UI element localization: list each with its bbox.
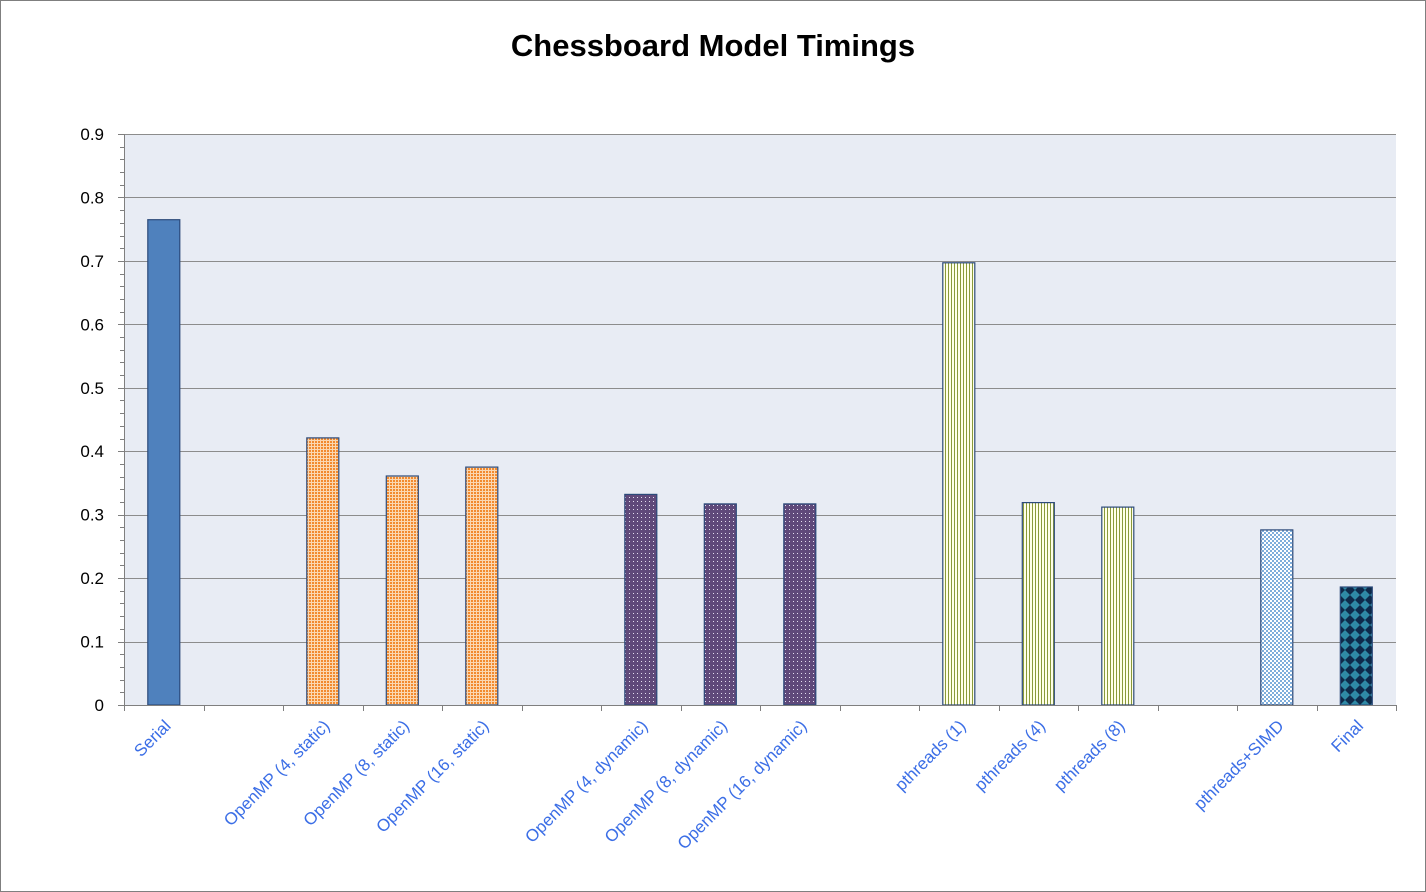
x-tick-label: pthreads+SIMD [1190, 716, 1287, 813]
y-tick-label: 0.6 [80, 315, 104, 334]
x-axis-labels: Serial OpenMP (4, static)OpenMP (8, stati… [130, 716, 1367, 853]
x-tick-label: Final [1328, 716, 1367, 755]
y-tick-label: 0.9 [80, 125, 104, 144]
x-tick-label: pthreads (1) [891, 716, 969, 794]
y-tick-label: 0.5 [80, 379, 104, 398]
y-tick-label: 0.8 [80, 188, 104, 207]
bar-serial [147, 219, 181, 706]
bar-final [1339, 586, 1373, 706]
bar-openmp-8-static [385, 475, 419, 706]
bar-openmp-4-dynamic [624, 493, 658, 706]
y-tick-label: 0.1 [80, 633, 104, 652]
x-tick-label: OpenMP (16, dynamic) [674, 716, 811, 853]
y-axis-labels: 0 0.1 0.2 0.3 0.4 0.5 0.6 0.7 0.8 0.9 [80, 125, 104, 715]
chart-title: Chessboard Model Timings [510, 28, 916, 63]
y-tick-label: 0.2 [80, 569, 104, 588]
bar-pthreads-simd [1260, 529, 1294, 706]
bar-pthreads-1 [942, 262, 976, 706]
bar-pthreads-8 [1101, 506, 1135, 706]
y-tick-label: 0.7 [80, 252, 104, 271]
x-tick-label: pthreads (4) [971, 716, 1049, 794]
bar-openmp-16-static [465, 466, 499, 706]
x-tick-label: Serial [130, 716, 174, 760]
y-tick-label: 0 [95, 696, 104, 715]
bars [147, 219, 1373, 706]
bar-openmp-4-static [306, 437, 340, 706]
bar-openmp-8-dynamic [703, 503, 737, 706]
y-tick-label: 0.3 [80, 506, 104, 525]
x-tick-label: pthreads (8) [1050, 716, 1128, 794]
bar-openmp-16-dynamic [783, 503, 817, 706]
bar-pthreads-4 [1021, 502, 1055, 706]
axes [118, 134, 1397, 711]
y-tick-label: 0.4 [80, 442, 104, 461]
